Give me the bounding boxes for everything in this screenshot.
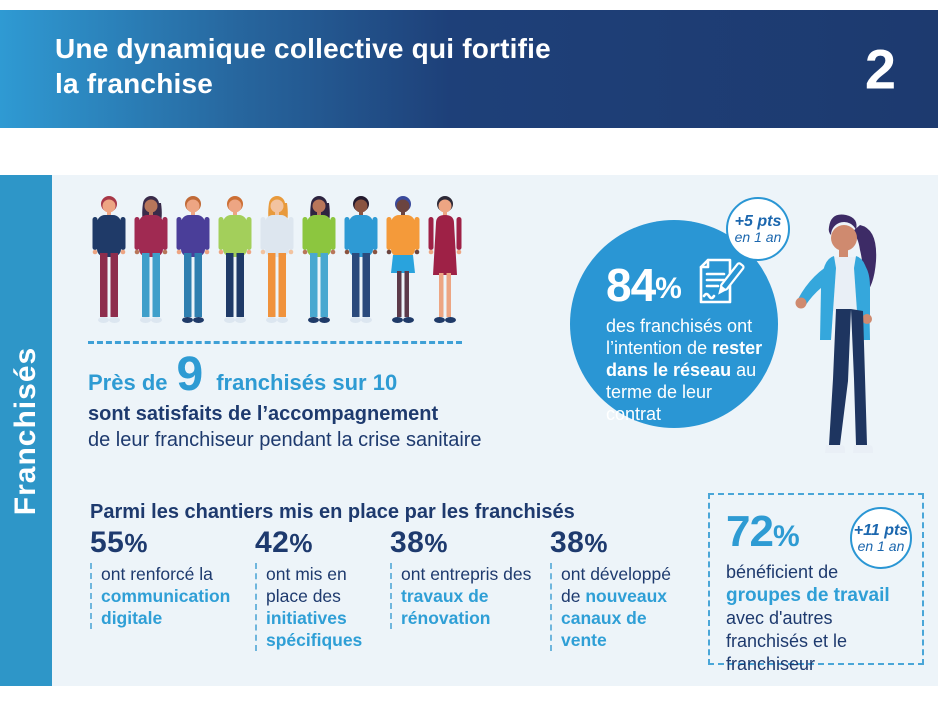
group-of-franchisees-illustration <box>88 191 478 331</box>
content-area: Près de 9 franchisés sur 10 sont satisfa… <box>52 175 938 686</box>
chantier-value: 42% <box>255 526 313 559</box>
person-illustration <box>260 196 294 323</box>
retention-unit: % <box>655 272 682 305</box>
person-illustration <box>386 196 420 323</box>
woman-presenter-illustration <box>784 211 899 474</box>
chantier-item: 38% ont entrepris des travaux de rénovat… <box>390 526 542 629</box>
chantier-value: 38% <box>550 526 608 559</box>
chantier-description: ont mis en place des initiatives spécifi… <box>255 563 377 651</box>
main-section: Franchisés Près de 9 franchisés sur 10 s… <box>0 175 938 686</box>
retention-badge: +5 pts en 1 an <box>726 197 790 261</box>
workgroups-box: 72% +11 pts en 1 an bénéficient de group… <box>708 493 924 674</box>
header-banner: Une dynamique collective qui fortifie la… <box>0 10 938 128</box>
satisfaction-headline: Près de 9 franchisés sur 10 <box>88 348 518 401</box>
chantier-item: 38% ont développé de nouveaux canaux de … <box>550 526 686 651</box>
person-illustration <box>218 196 252 323</box>
chantier-description: ont développé de nouveaux canaux de vent… <box>550 563 686 651</box>
satisfaction-line-regular: de leur franchiseur pendant la crise san… <box>88 429 482 451</box>
retention-text-bold: rester dans le réseau <box>606 338 763 380</box>
page-number: 2 <box>864 37 896 101</box>
person-illustration <box>176 196 210 323</box>
satisfaction-stat: Près de 9 franchisés sur 10 sont satisfa… <box>88 348 518 452</box>
retention-value: 84 <box>606 259 656 311</box>
workgroups-badge-line1: +11 pts <box>853 521 909 539</box>
page-title: Une dynamique collective qui fortifie la… <box>0 10 938 101</box>
sidebar-label: Franchisés <box>9 346 42 515</box>
person-illustration <box>92 196 126 323</box>
person-illustration <box>344 196 378 323</box>
workgroups-badge: +11 pts en 1 an <box>850 507 912 569</box>
chantier-value: 38% <box>390 526 448 559</box>
workgroups-line1: bénéficient de <box>726 562 839 582</box>
chantier-description: ont entrepris des travaux de rénovation <box>390 563 542 629</box>
satisfaction-line-bold: sont satisfaits de l’accompagnement <box>88 403 439 425</box>
workgroups-text: bénéficient de groupes de travail avec d… <box>726 561 906 676</box>
retention-badge-line2: en 1 an <box>734 229 782 246</box>
workgroups-value: 72% <box>726 507 800 556</box>
satisfaction-big-number: 9 <box>176 348 204 401</box>
retention-text-before: des franchisés ont l’intention de <box>606 316 753 358</box>
page-title-line1: Une dynamique collective qui fortifie <box>55 33 551 64</box>
workgroups-badge-line2: en 1 an <box>857 538 905 555</box>
chantiers-heading: Parmi les chantiers mis en place par les… <box>90 501 575 523</box>
retention-badge-line1: +5 pts <box>734 212 782 230</box>
satisfaction-suffix: franchisés sur 10 <box>216 370 398 395</box>
person-illustration <box>302 196 336 323</box>
satisfaction-prefix: Près de <box>88 370 168 395</box>
workgroups-rest: avec d'autres franchisés et le franchise… <box>726 608 848 674</box>
page-title-line2: la franchise <box>55 68 214 99</box>
retention-text: des franchisés ont l’intention de rester… <box>606 315 770 425</box>
chantier-value: 55% <box>90 526 148 559</box>
workgroups-highlight: groupes de travail <box>726 585 890 606</box>
retention-text-after: au terme de leur contrat <box>606 360 757 424</box>
retention-circle-inner: 84% <box>570 220 778 425</box>
person-illustration <box>134 196 168 323</box>
person-illustration <box>428 196 462 323</box>
sidebar-band: Franchisés <box>0 175 52 686</box>
chantier-item: 42% ont mis en place des initiatives spé… <box>255 526 377 651</box>
chantier-description: ont renforcé la communication digitale <box>90 563 250 629</box>
contract-signature-icon <box>699 258 745 304</box>
chantier-item: 55% ont renforcé la communication digita… <box>90 526 250 629</box>
dashed-divider <box>88 341 462 344</box>
